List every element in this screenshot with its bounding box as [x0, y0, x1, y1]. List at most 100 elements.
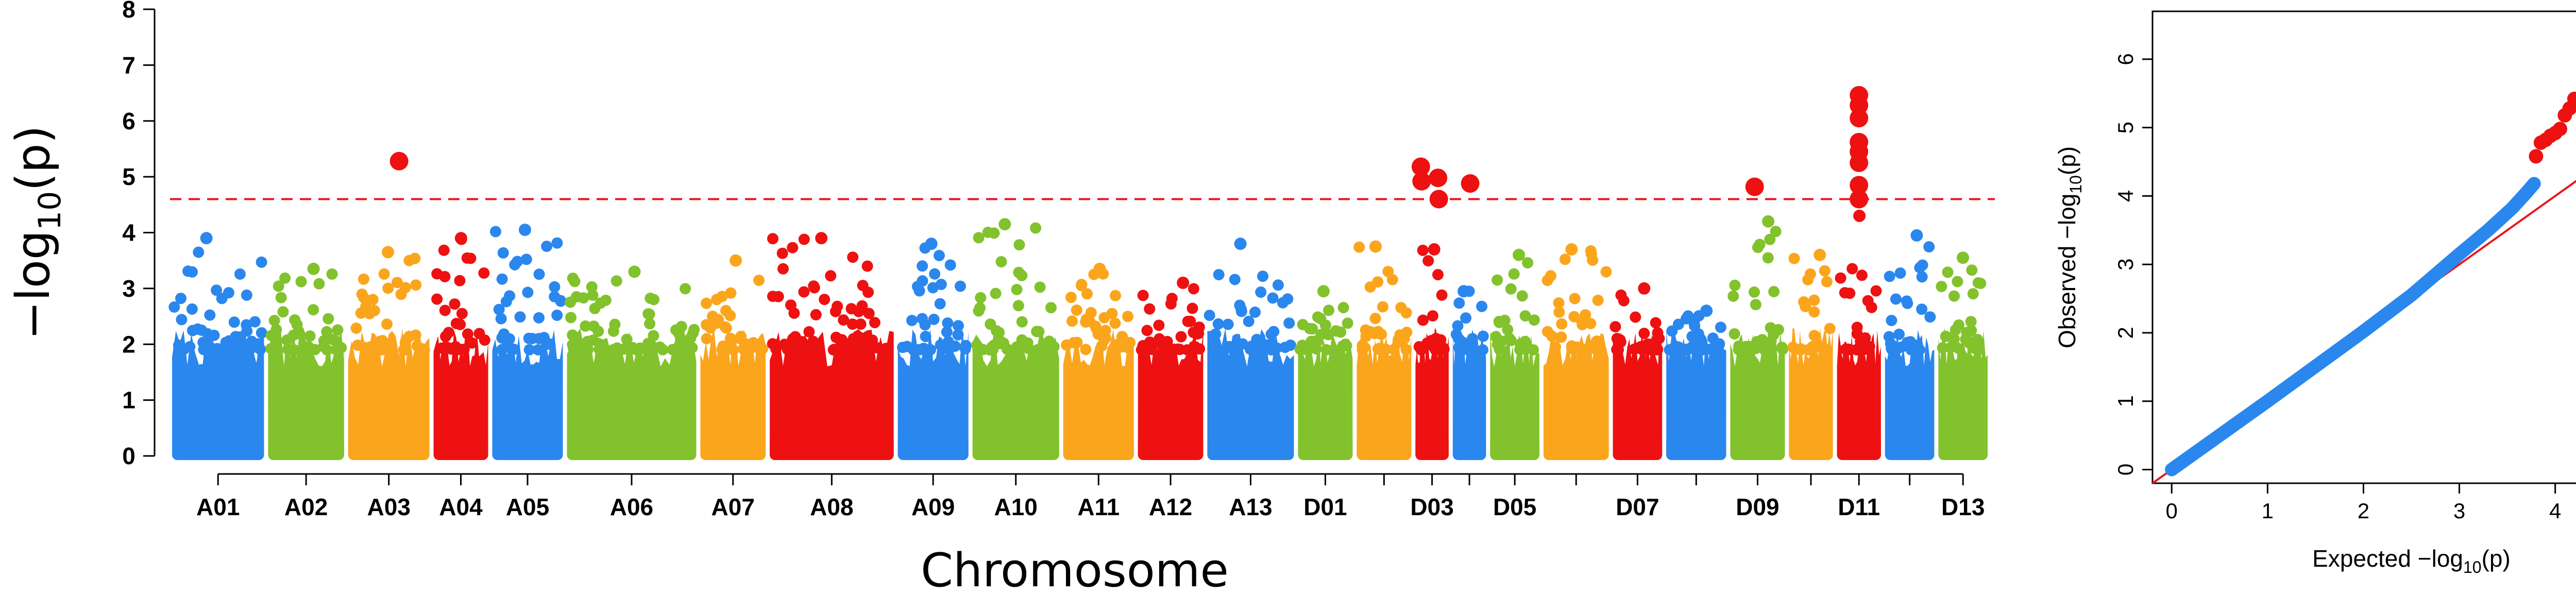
snp-point [309, 344, 321, 355]
snp-point [942, 336, 954, 348]
snp-point [176, 314, 188, 326]
snp-point [1477, 344, 1488, 356]
snp-point [1776, 342, 1788, 353]
snp-point [1672, 341, 1684, 353]
qq-reference-line [2151, 180, 2576, 484]
snp-peak-point [925, 237, 938, 250]
qq-y-tick-label: 4 [2113, 190, 2138, 202]
snp-point [1160, 342, 1172, 353]
qq-y-tick-label: 3 [2113, 259, 2138, 270]
snp-point [906, 315, 918, 326]
snp-peak-point [998, 218, 1011, 231]
snp-point [1284, 340, 1296, 351]
snp-point [367, 294, 379, 306]
chromosome-label: A01 [196, 494, 240, 520]
snp-point [1341, 340, 1352, 351]
snp-point [871, 342, 883, 354]
chromosome-D12-points [1883, 229, 1936, 460]
snp-peak-point [1762, 215, 1775, 228]
snp-point [586, 281, 598, 293]
snp-peak-point [1910, 229, 1923, 242]
qq-plot: 0 1 2 3 4 5 0 1 2 3 4 5 6 Expected −log10(p) Observ… [2054, 10, 2576, 576]
snp-point [1923, 241, 1935, 253]
snp-point [1752, 242, 1764, 253]
snp-point [685, 332, 697, 344]
snp-point [1211, 343, 1223, 355]
chromosome-D02-bulk [1357, 329, 1412, 456]
snp-point [1893, 328, 1905, 340]
snp-point [991, 325, 1003, 337]
snp-point [569, 276, 581, 287]
snp-point [846, 318, 858, 330]
snp-point [1916, 271, 1928, 283]
snp-point [1553, 306, 1565, 318]
y-tick-label: 8 [122, 0, 135, 23]
significant-snp [1429, 190, 1448, 209]
snp-point [798, 233, 810, 245]
snp-point [796, 336, 808, 348]
snp-point [1452, 320, 1464, 332]
qq-observed-curve [2165, 177, 2541, 477]
chromosome-D08-base [1666, 436, 1726, 460]
chromosome-label: D01 [1303, 494, 1347, 520]
snp-point [1940, 330, 1952, 342]
snp-point [565, 312, 577, 324]
snp-point [1262, 339, 1274, 351]
snp-point [952, 329, 964, 341]
snp-point [360, 301, 372, 313]
chromosome-A10-bulk [972, 328, 1059, 456]
snp-point [478, 267, 490, 279]
chromosome-A11-points [1061, 262, 1136, 460]
snp-point [1516, 290, 1528, 302]
snp-point [927, 282, 939, 294]
snp-point [249, 316, 261, 328]
snp-point [767, 291, 778, 302]
snp-point [541, 241, 553, 252]
snp-point [587, 334, 599, 346]
significant-snp [1850, 109, 1869, 128]
snp-point [1061, 339, 1073, 351]
chromosome-D13-points [1936, 251, 1988, 460]
chromosome-A09-points [897, 237, 972, 460]
snp-point [277, 306, 289, 318]
snp-point [810, 309, 822, 320]
snp-point [241, 319, 252, 331]
snp-point [912, 281, 923, 292]
chromosome-A07-base [700, 436, 766, 460]
snp-point [565, 296, 576, 308]
snp-point [578, 344, 589, 355]
snp-peak-point [1093, 262, 1106, 275]
chromosome-A10-base [972, 436, 1059, 460]
snp-point [640, 344, 652, 356]
chromosome-D07-points [1609, 282, 1665, 460]
snp-peak-point [730, 254, 742, 267]
snp-point [313, 278, 325, 290]
snp-point [787, 242, 799, 253]
chromosome-D10-bulk [1789, 328, 1833, 456]
snp-point [1453, 342, 1465, 353]
snp-point [953, 320, 964, 332]
snp-point [857, 280, 869, 292]
snp-point [1819, 265, 1831, 277]
chromosome-label: D11 [1838, 494, 1880, 520]
snp-point [1255, 286, 1267, 298]
snp-peak-point [1957, 251, 1969, 264]
snp-point [944, 259, 956, 271]
chromosome-A05-bulk [492, 330, 563, 456]
snp-point [1257, 270, 1268, 282]
snp-point [202, 329, 214, 341]
qq-x-axis-title: Expected −log10(p) [2312, 545, 2511, 576]
chromosome-A05-base [492, 436, 563, 460]
snp-point [1911, 340, 1923, 351]
snp-point [1267, 292, 1279, 304]
snp-point [1798, 296, 1810, 308]
snp-point [1638, 328, 1650, 340]
snp-point [533, 268, 545, 280]
snp-point [275, 292, 287, 303]
snp-peak-point [628, 265, 641, 278]
snp-point [934, 298, 946, 310]
snp-peak-point [1700, 304, 1713, 317]
snp-point [1802, 274, 1814, 285]
snp-point [1272, 279, 1284, 291]
snp-point [1844, 344, 1856, 355]
